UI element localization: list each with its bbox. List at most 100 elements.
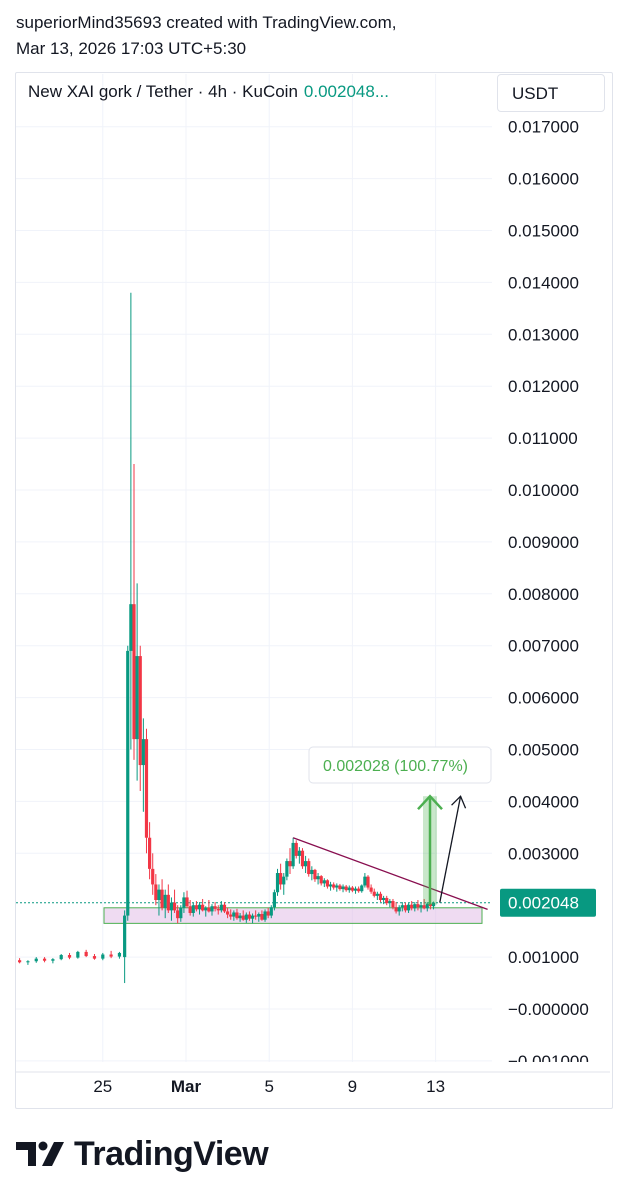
candle [18,958,22,964]
candle [92,953,97,960]
candle-body [413,904,417,909]
candle-body [169,902,174,911]
candle-body [294,842,298,856]
candle [419,903,423,913]
candle-body [363,876,367,886]
currency-button[interactable]: USDT [497,74,605,112]
candle [191,902,195,917]
candle-body [357,888,361,892]
candle [229,909,233,920]
candle [26,960,30,965]
candle-body [338,885,342,890]
candle-body [157,889,161,901]
candle-body [138,656,142,766]
candle [109,950,113,959]
candle [297,847,301,864]
candle [338,883,342,891]
y-tick-label: 0.010000 [508,481,579,500]
candle [344,884,348,892]
candle-body [416,904,420,908]
candle-body [194,905,198,910]
candle [410,901,414,911]
candle [129,292,133,750]
candle-body [316,876,320,880]
candle [332,882,336,890]
candle [341,884,345,893]
candle [360,884,364,893]
candle-body [166,894,170,911]
candle-body [235,912,239,919]
candle-body [410,904,414,909]
y-tick-label: 0.003000 [508,844,579,863]
candle-body [397,907,401,912]
candle [382,895,386,905]
candle-body [250,915,255,919]
candle [250,913,255,924]
tradingview-logo[interactable]: TradingView [16,1134,269,1174]
candle-body [126,650,130,916]
candle-body [422,905,426,909]
candle-body [160,889,164,908]
candle [422,898,426,910]
candle [138,645,142,792]
candle-body [229,914,233,917]
candle [232,910,236,921]
candle [210,904,214,916]
candle-body [188,906,192,913]
axis-mask [494,1062,610,1074]
y-tick-label: −0.000000 [508,1000,589,1019]
y-tick-label: 0.015000 [508,222,579,241]
candle-body [18,960,22,963]
candle-body [26,961,30,963]
candle [148,822,152,880]
candle-body [325,880,330,887]
candle [135,583,139,781]
candle-body [291,842,295,867]
y-tick-label: 0.014000 [508,273,579,292]
candle-body [425,903,429,909]
candle-body [431,902,436,907]
candle-body [319,876,323,884]
chart-credit: superiorMind35693 created with TradingVi… [16,10,397,62]
candle [219,901,223,913]
candle [76,950,80,959]
candle-body [282,876,286,885]
candle [144,728,149,854]
symbol-legend[interactable]: New XAI gork / Tether · 4h · KuCoin 0.002… [28,82,389,102]
candle-body [263,911,267,920]
candle-body [272,892,276,908]
candle-body [207,907,211,912]
x-tick-label: 5 [264,1077,273,1096]
candle [204,906,208,917]
candle-body [378,893,383,901]
candle-body [419,905,423,908]
candle-body [216,908,220,911]
candle [197,902,202,915]
candle [413,902,417,912]
candle-body [322,880,326,884]
candle-body [360,885,364,892]
candle [385,895,389,906]
candle-body [288,861,292,867]
candle-body [372,891,376,896]
y-tick-label: 0.007000 [508,637,579,656]
candle [235,908,239,920]
candle [272,889,276,911]
candle-body [385,897,389,904]
candle-body [226,911,230,915]
candle [1,964,4,970]
candle [176,905,180,924]
candle-body [76,951,80,958]
candle [154,874,158,906]
candle-body [132,604,136,740]
candle-body [109,954,113,957]
candle-body [172,902,177,911]
candle-body [266,911,270,916]
candle [188,900,192,916]
candle [416,900,420,911]
candle [388,898,392,908]
candle-body [247,914,252,919]
y-tick-label: 0.009000 [508,533,579,552]
candle [141,718,145,812]
